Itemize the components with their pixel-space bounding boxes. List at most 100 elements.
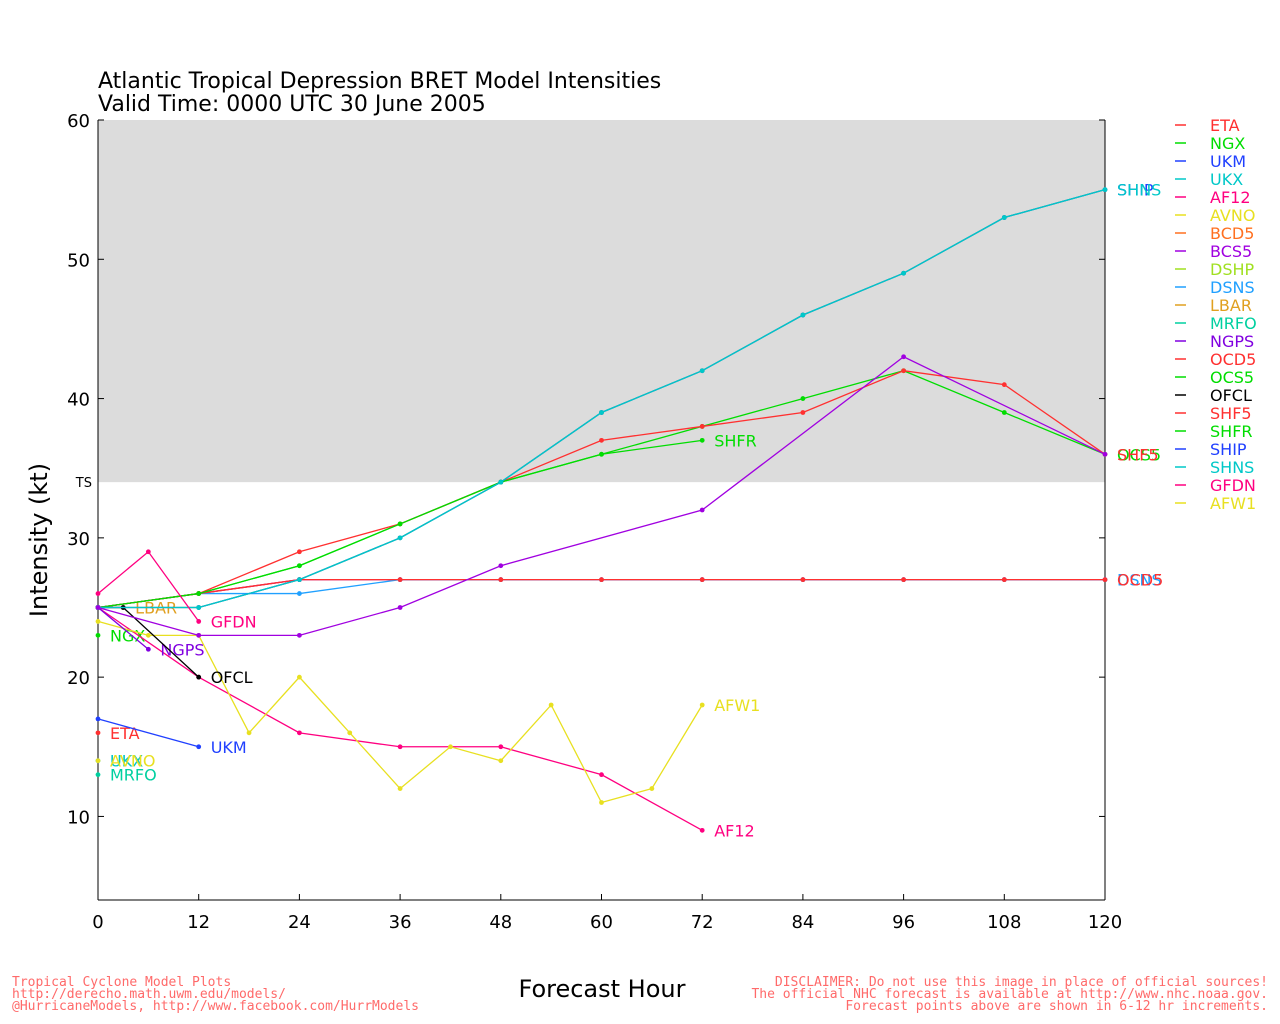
legend-item: SHIP xyxy=(1175,440,1247,459)
y-axis-label: Intensity (kt) xyxy=(25,463,53,617)
legend-item: GFDN xyxy=(1175,476,1256,495)
data-point xyxy=(800,312,806,318)
series-label: OCS5 xyxy=(1117,445,1161,464)
series-avno: AVNO xyxy=(95,752,155,771)
x-tick-label: 84 xyxy=(791,912,814,933)
legend-label: SHIP xyxy=(1210,440,1247,459)
data-point xyxy=(599,451,604,457)
series-label: AF12 xyxy=(714,821,755,840)
data-point xyxy=(95,605,101,610)
series-label: SHNS xyxy=(1117,181,1161,200)
legend: ETANGXUKMUKXAF12AVNOBCD5BCS5DSHPDSNSLBAR… xyxy=(1175,116,1257,513)
series-shfr: SHFR xyxy=(95,431,757,610)
legend-label: SHNS xyxy=(1210,458,1254,477)
data-point xyxy=(699,437,705,443)
ts-region xyxy=(98,120,1105,483)
series-label: NGPS xyxy=(160,640,204,659)
data-point xyxy=(1102,187,1108,193)
legend-label: AF12 xyxy=(1210,188,1251,207)
data-point xyxy=(95,619,101,624)
legend-item: BCD5 xyxy=(1175,224,1254,243)
legend-item: NGX xyxy=(1175,134,1245,153)
data-point xyxy=(699,577,705,583)
data-point xyxy=(196,674,202,680)
data-point xyxy=(297,632,302,638)
data-point xyxy=(397,521,403,527)
data-point xyxy=(901,354,906,360)
ts-threshold-label: TS xyxy=(75,476,92,491)
data-point xyxy=(800,577,806,583)
legend-item: OFCL xyxy=(1175,386,1252,405)
series-ukm: UKM xyxy=(95,716,247,757)
data-point xyxy=(95,632,101,638)
data-point xyxy=(196,619,202,624)
legend-label: SHF5 xyxy=(1210,404,1252,423)
data-point xyxy=(297,577,302,583)
series-label: AFW1 xyxy=(714,696,760,715)
x-tick-label: 48 xyxy=(489,912,512,933)
x-tick-label: 0 xyxy=(92,912,103,933)
legend-label: SHFR xyxy=(1210,422,1253,441)
legend-label: DSNS xyxy=(1210,278,1255,297)
legend-item: BCS5 xyxy=(1175,242,1252,261)
series-label: OCD5 xyxy=(1117,571,1163,590)
data-point xyxy=(599,772,604,778)
data-point xyxy=(95,772,101,778)
x-tick-label: 36 xyxy=(389,912,412,933)
footer-right-line: Forecast points above are shown in 6-12 … xyxy=(845,999,1268,1014)
legend-label: NGX xyxy=(1210,134,1245,153)
legend-item: AF12 xyxy=(1175,188,1251,207)
data-point xyxy=(498,563,504,569)
series-label: DSNS xyxy=(1117,571,1162,590)
y-tick-label: 40 xyxy=(67,390,90,411)
legend-item: SHNS xyxy=(1175,458,1254,477)
data-point xyxy=(448,744,453,750)
x-tick-label: 24 xyxy=(288,912,311,933)
data-point xyxy=(800,396,806,401)
data-point xyxy=(498,744,504,750)
data-point xyxy=(297,674,302,680)
series-mrfo: MRFO xyxy=(95,766,157,785)
y-tick-label: 50 xyxy=(67,250,90,271)
data-point xyxy=(1001,410,1007,415)
series-line xyxy=(97,718,199,748)
data-point xyxy=(297,563,302,569)
series-label: MRFO xyxy=(110,766,157,785)
legend-item: NGPS xyxy=(1175,332,1254,351)
data-point xyxy=(196,744,202,750)
legend-label: LBAR xyxy=(1210,296,1252,315)
legend-label: ETA xyxy=(1210,116,1240,135)
data-point xyxy=(901,577,906,583)
legend-label: MRFO xyxy=(1210,314,1257,333)
data-point xyxy=(699,507,705,513)
x-tick-label: 96 xyxy=(892,912,915,933)
data-point xyxy=(196,632,202,638)
legend-item: DSHP xyxy=(1175,260,1255,279)
series-label: SHF5 xyxy=(1117,445,1159,464)
data-point xyxy=(397,577,403,583)
data-point xyxy=(699,702,705,708)
x-tick-label: 72 xyxy=(691,912,714,933)
legend-item: MRFO xyxy=(1175,314,1257,333)
legend-label: GFDN xyxy=(1210,476,1256,495)
series-gfdn: GFDN xyxy=(95,549,257,631)
data-point xyxy=(397,744,403,750)
data-point xyxy=(145,549,151,555)
legend-item: DSNS xyxy=(1175,278,1255,297)
plot-area: TS 10 20 30 40 50 60 0 12 24 36 48 60 72 84 96 108 120 ETA… xyxy=(67,111,1163,933)
data-point xyxy=(699,424,705,429)
legend-item: LBAR xyxy=(1175,296,1252,315)
x-tick-label: 108 xyxy=(987,912,1021,933)
data-point xyxy=(347,730,353,736)
legend-label: OFCL xyxy=(1210,386,1252,405)
footer-disclaimer: DISCLAIMER: Do not use this image in pla… xyxy=(751,976,1268,1014)
series-line xyxy=(97,356,1106,637)
data-point xyxy=(699,368,705,374)
data-point xyxy=(397,535,403,541)
y-tick-label: 30 xyxy=(67,529,90,550)
data-point xyxy=(1001,215,1007,220)
legend-item: SHF5 xyxy=(1175,404,1252,423)
series-label: GFDN xyxy=(211,612,257,631)
data-point xyxy=(297,549,302,555)
legend-label: OCS5 xyxy=(1210,368,1254,387)
